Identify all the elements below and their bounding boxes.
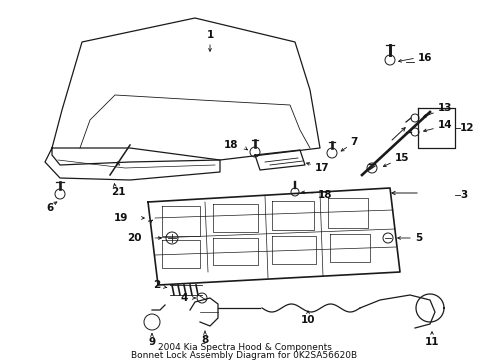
Text: 18: 18 — [223, 140, 238, 150]
Text: 2: 2 — [152, 280, 160, 290]
Text: 20: 20 — [127, 233, 142, 243]
Text: 9: 9 — [148, 337, 155, 347]
Text: 17: 17 — [314, 163, 329, 173]
Text: 4: 4 — [180, 293, 187, 303]
Text: 12: 12 — [459, 123, 473, 133]
Text: 6: 6 — [46, 203, 54, 213]
Text: 3: 3 — [459, 190, 467, 200]
Text: 11: 11 — [424, 337, 438, 347]
Text: 5: 5 — [414, 233, 421, 243]
Text: 21: 21 — [110, 187, 125, 197]
Text: 18: 18 — [317, 190, 332, 200]
Text: 14: 14 — [437, 120, 452, 130]
Text: 10: 10 — [300, 315, 315, 325]
Text: 1: 1 — [206, 30, 213, 40]
Text: 19: 19 — [113, 213, 128, 223]
Text: 16: 16 — [417, 53, 431, 63]
Text: 8: 8 — [201, 335, 208, 345]
Text: 13: 13 — [437, 103, 451, 113]
Text: 2004 Kia Spectra Hood & Components: 2004 Kia Spectra Hood & Components — [157, 343, 331, 352]
Text: 15: 15 — [394, 153, 408, 163]
Text: Bonnet Lock Assembly Diagram for 0K2SA56620B: Bonnet Lock Assembly Diagram for 0K2SA56… — [131, 351, 357, 360]
Text: 7: 7 — [349, 137, 357, 147]
